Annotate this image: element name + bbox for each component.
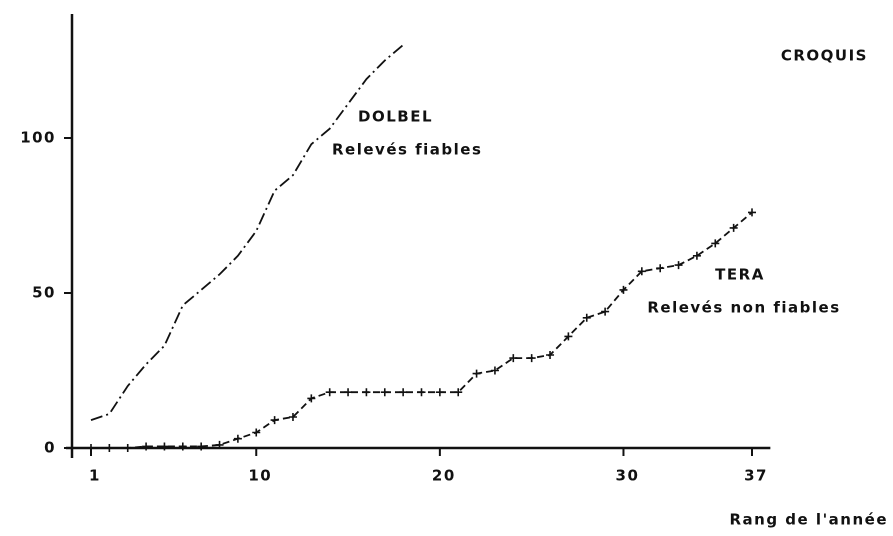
point-marker: [601, 307, 610, 316]
point-marker: [325, 388, 334, 397]
y-tick-label: 50: [32, 284, 56, 302]
point-marker: [417, 388, 426, 397]
series-label: DOLBEL: [358, 108, 433, 126]
point-marker: [674, 261, 683, 270]
point-marker: [637, 267, 646, 276]
point-marker: [656, 264, 665, 273]
point-marker: [527, 354, 536, 363]
y-tick-label: 100: [20, 129, 56, 147]
point-marker: [288, 413, 297, 421]
point-marker: [233, 434, 242, 443]
chart-title: CROQUIS: [781, 47, 868, 65]
point-marker: [711, 239, 720, 248]
x-tick-label: 30: [616, 467, 640, 485]
series-subtitle: Relevés non fiables: [647, 299, 840, 317]
point-marker: [105, 444, 114, 452]
point-marker: [399, 388, 408, 397]
x-tick-label: 1: [89, 467, 101, 485]
x-axis-label: Rang de l'année: [729, 511, 888, 529]
point-marker: [215, 440, 224, 449]
series-line: [90, 44, 404, 421]
point-marker: [178, 442, 187, 451]
point-marker: [123, 444, 132, 452]
point-marker: [362, 388, 371, 397]
point-marker: [252, 428, 261, 437]
series-subtitle: Relevés fiables: [332, 141, 482, 159]
x-tick-label: 37: [744, 467, 768, 485]
point-marker: [582, 313, 591, 322]
point-marker: [472, 369, 481, 378]
point-marker: [454, 388, 463, 397]
point-marker: [160, 442, 169, 451]
point-marker: [435, 388, 444, 397]
series-line: [91, 211, 753, 449]
point-marker: [270, 416, 279, 425]
point-marker: [490, 366, 499, 375]
series-label: TERA: [715, 266, 765, 284]
point-marker: [546, 351, 555, 359]
point-marker: [729, 223, 738, 232]
point-marker: [509, 354, 518, 363]
point-marker: [619, 285, 628, 294]
point-marker: [307, 394, 316, 403]
point-marker: [142, 442, 151, 451]
point-marker: [748, 208, 756, 217]
point-marker: [380, 388, 389, 397]
point-marker: [344, 388, 353, 397]
x-tick-label: 10: [248, 467, 272, 485]
point-marker: [87, 444, 95, 452]
x-tick-label: 20: [432, 467, 456, 485]
point-marker: [197, 442, 206, 451]
point-marker: [564, 332, 573, 341]
point-marker: [692, 251, 701, 260]
y-tick-label: 0: [44, 439, 56, 457]
